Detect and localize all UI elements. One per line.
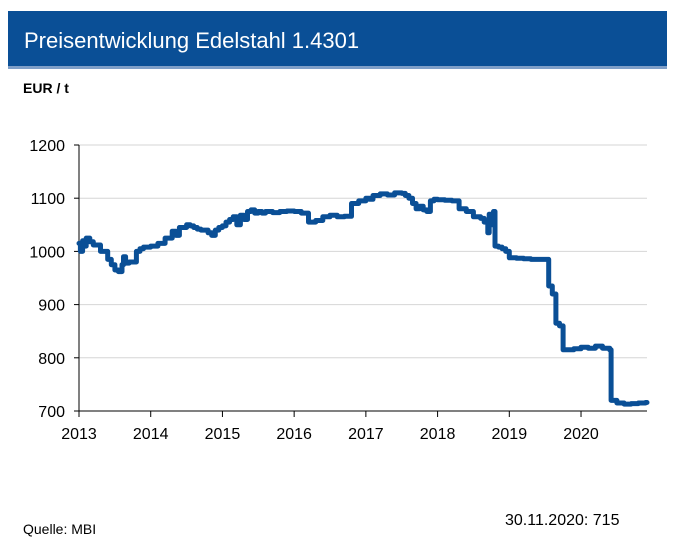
y-tick-label-900: 900: [38, 298, 65, 315]
y-tick-label-1100: 1100: [31, 191, 66, 208]
x-tick-label-2013: 2013: [61, 426, 97, 443]
gridlines: [79, 144, 647, 359]
y-tick-label-700: 700: [38, 404, 65, 421]
last-value-note: 30.11.2020: 715: [505, 512, 620, 529]
y-axis-unit-label: EUR / t: [23, 80, 69, 96]
x-tick-label-2016: 2016: [276, 426, 312, 443]
y-tick-label-1200: 1200: [29, 138, 65, 155]
x-tick-label-2014: 2014: [133, 426, 169, 443]
price-line: [76, 190, 650, 407]
tick-labels: 700 800 900 1000 1100 1200 2013 2014 2015 2016 201…: [29, 138, 599, 443]
series-layer: [76, 190, 650, 407]
source-note: Quelle: MBI: [23, 521, 97, 537]
y-tick-label-800: 800: [38, 351, 65, 368]
x-tick-label-2017: 2017: [348, 426, 384, 443]
x-tick-label-2018: 2018: [420, 426, 456, 443]
y-tick-label-1000: 1000: [29, 244, 65, 261]
chart-header: Preisentwicklung Edelstahl 1.4301: [8, 11, 667, 69]
chart-title: Preisentwicklung Edelstahl 1.4301: [24, 28, 360, 53]
x-tick-label-2019: 2019: [492, 426, 528, 443]
axes: [74, 144, 647, 417]
x-tick-label-2015: 2015: [205, 426, 241, 443]
x-tick-label-2020: 2020: [563, 426, 599, 443]
